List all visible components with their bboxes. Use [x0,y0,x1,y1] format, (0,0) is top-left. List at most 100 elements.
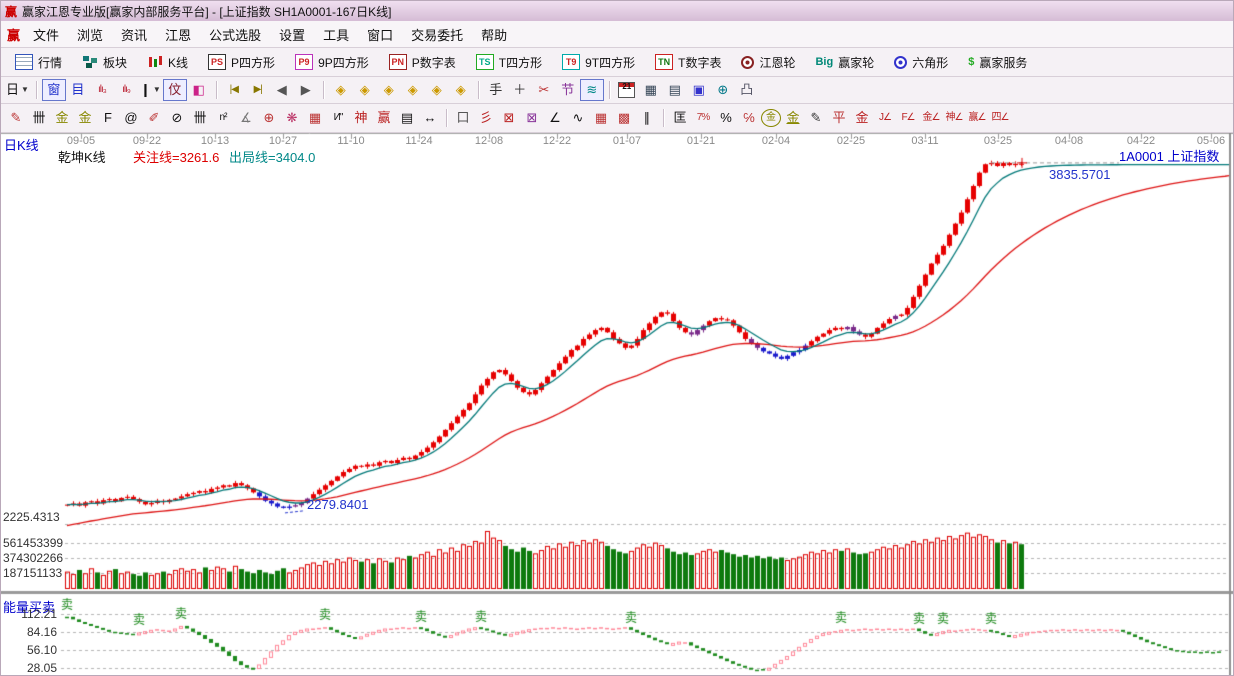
balance-line-icon[interactable]: 平 [832,110,846,125]
menu-item-1[interactable]: 浏览 [77,27,104,43]
p9-square-button[interactable]: P9 9P四方形 [287,52,377,73]
gold-lines-icon[interactable]: 金 [786,110,800,125]
menu-item-7[interactable]: 窗口 [367,27,394,43]
first-page-icon[interactable]: |◀ [229,84,239,95]
wave-analysis-icon[interactable]: ≋ [579,79,604,101]
multi-angle-icon[interactable]: ∠ [549,110,561,125]
gold-ruler-icon[interactable]: 金 [55,110,69,125]
box-select-icon[interactable]: 口 [456,110,470,125]
menu-item-8[interactable]: 交易委托 [411,27,464,43]
expand-x-diamond-icon[interactable]: ◈ [407,82,418,97]
t-number-button[interactable]: TN T数字表 [647,52,729,73]
menu-item-6[interactable]: 工具 [323,27,350,43]
last-page-icon[interactable]: ▶| [253,84,263,95]
date-tick-label: 01-07 [612,135,642,147]
blocks-button[interactable]: 板块 [74,52,135,73]
god-angle-icon[interactable]: 神∠ [945,112,964,123]
menu-item-3[interactable]: 江恩 [165,27,192,43]
kline-button[interactable]: K线 [139,52,196,73]
four-angle-icon[interactable]: 四∠ [991,112,1010,123]
drag-hand-icon[interactable]: 手 [489,82,503,97]
shift-grid-icon[interactable]: ▩ [617,110,631,125]
t9-square-button[interactable]: T9 9T四方形 [554,52,643,73]
winner-wheel-button[interactable]: Big 赢家轮 [807,52,882,73]
marker-pen-icon[interactable]: ✐ [148,110,160,125]
bars3-icon[interactable]: ılı₃ [98,84,107,95]
percent-lines-icon[interactable]: ℅ [743,110,755,125]
scale-123-icon[interactable]: ▤ [400,110,414,125]
print-icon[interactable]: 凸 [740,82,754,97]
zigzag-icon[interactable]: ∿ [572,110,584,125]
span-arrow-icon[interactable]: ↔ [423,110,437,125]
tick-ruler2-icon[interactable]: 卌 [193,110,207,125]
toolbar-separator [608,81,610,99]
j-angle-icon[interactable]: J∠ [879,112,892,123]
cycle-ruler-icon[interactable]: ⊘ [171,110,183,125]
t-square-button[interactable]: TS T四方形 [468,52,550,73]
star-burst-icon[interactable]: ❋ [286,110,298,125]
compress-x-diamond-icon[interactable]: ◈ [383,82,394,97]
menu-item-2[interactable]: 资讯 [121,27,148,43]
calculator-icon[interactable]: ▦ [644,82,657,97]
p-number-button[interactable]: PN P数字表 [381,52,464,73]
f-angle-icon[interactable]: F∠ [901,112,915,123]
grid-fan-icon[interactable]: ⊠ [526,110,538,125]
parallel-lines-icon[interactable]: ∥ [643,110,651,125]
gold-circle-icon[interactable]: 金 [761,109,781,127]
compress-y-diamond-icon[interactable]: ◈ [431,82,442,97]
red-grid-icon[interactable]: ▦ [594,110,608,125]
quote-grid-button[interactable]: 行情 [7,52,70,73]
candle-style-dropdown[interactable]: ❙ ▼ [139,80,162,100]
f-ruler-icon[interactable]: F [104,110,112,125]
crosshair-icon[interactable]: ＋ [513,82,527,97]
menu-item-0[interactable]: 文件 [33,27,60,43]
level-scale-icon[interactable]: 匡 [673,110,687,125]
color-kline-icon[interactable]: ◧ [192,82,205,97]
gold-ruler2-icon[interactable]: 金 [78,110,92,125]
calendar-icon[interactable]: 21 [616,80,638,100]
period-day-dropdown[interactable]: 日 ▼ [5,80,30,100]
gold-angle-icon[interactable]: 金∠ [922,112,941,123]
menu-item-9[interactable]: 帮助 [481,27,508,43]
gold-mark-icon[interactable]: 金 [855,110,869,125]
menu-item-4[interactable]: 公式选股 [209,27,262,43]
angle-ruler-icon[interactable]: ∡ [240,110,252,125]
t-number-icon: TN [655,54,674,70]
overview-icon[interactable]: 窗 [41,79,66,101]
gann-wheel-button[interactable]: 江恩轮 [733,52,803,73]
service-button[interactable]: $ 赢家服务 [960,52,1035,73]
prev-page-icon[interactable]: ◀ [276,82,287,97]
next-page-icon[interactable]: ▶ [300,82,311,97]
percent-z-icon[interactable]: 7% [696,112,710,123]
info-list-icon[interactable]: 目 [71,82,85,97]
grid-star-icon[interactable]: ▦ [308,110,322,125]
gann-tool-icon[interactable]: 节 [561,82,575,97]
cut-icon[interactable]: ✂ [538,82,550,97]
report-icon[interactable]: ▤ [668,82,681,97]
save-icon[interactable]: ▣ [692,82,705,97]
ray-fan-icon[interactable]: 彡 [479,110,493,125]
p-square-button[interactable]: PS P四方形 [200,52,283,73]
pen-tool-icon[interactable]: ✎ [10,110,22,125]
dark-pen-icon[interactable]: ✎ [810,110,822,125]
gann-wheel-icon [741,55,755,69]
expand-y-diamond-icon[interactable]: ◈ [455,82,466,97]
qiankun-kline-icon[interactable]: 伩 [162,79,187,101]
bars9-icon[interactable]: ılı₉ [122,84,131,95]
tick-ruler-icon[interactable]: 卌 [32,110,46,125]
compress-right-diamond-icon[interactable]: ◈ [359,82,370,97]
fan-box-icon[interactable]: ⊠ [503,110,515,125]
win-line-icon[interactable]: 赢 [377,110,391,125]
wave-mark-icon[interactable]: И" [333,112,344,123]
spiral-icon[interactable]: @ [124,110,138,125]
network-icon[interactable]: ⊕ [717,82,729,97]
percent-icon[interactable]: % [720,110,732,125]
n-square-icon[interactable]: n² [219,112,228,123]
compass-target-icon[interactable]: ⊕ [263,110,275,125]
god-line-icon[interactable]: 神 [354,110,368,125]
menu-item-5[interactable]: 设置 [279,27,306,43]
compress-left-diamond-icon[interactable]: ◈ [335,82,346,97]
kline-chart-canvas[interactable] [1,133,1233,675]
win-angle-icon[interactable]: 赢∠ [968,112,987,123]
hexagon-button[interactable]: 六角形 [886,52,956,73]
